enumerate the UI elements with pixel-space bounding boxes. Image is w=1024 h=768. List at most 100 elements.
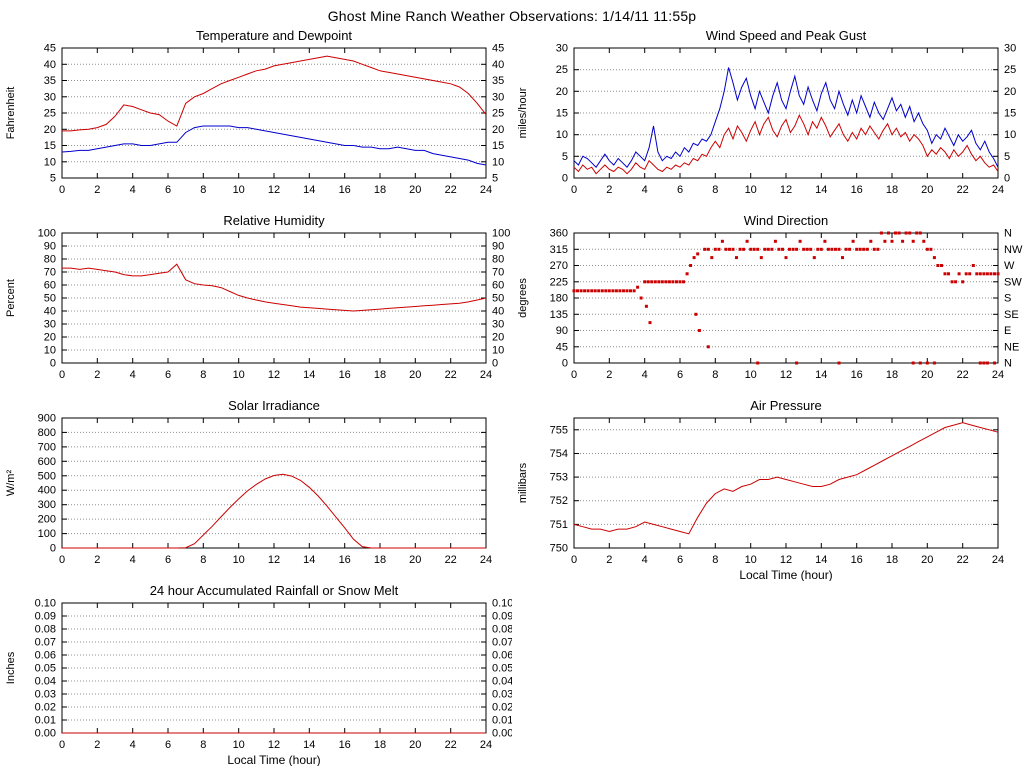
svg-text:22: 22: [445, 739, 457, 751]
svg-text:10: 10: [492, 345, 504, 357]
x-tick-labels: 0 2 4 6 8 10 12 14 16 18 20 22 24: [59, 554, 492, 566]
y-axis-label: miles/hour: [517, 87, 529, 138]
svg-text:90: 90: [492, 241, 504, 253]
svg-text:2: 2: [606, 184, 612, 196]
svg-text:80: 80: [44, 254, 56, 266]
svg-text:0: 0: [562, 173, 568, 185]
svg-text:10: 10: [745, 369, 757, 381]
svg-text:0.08: 0.08: [492, 624, 512, 636]
svg-text:0: 0: [59, 369, 65, 381]
svg-text:0: 0: [50, 543, 56, 555]
svg-text:0.00: 0.00: [492, 728, 512, 740]
svg-text:0.02: 0.02: [492, 702, 512, 714]
svg-text:40: 40: [492, 59, 504, 71]
svg-text:0: 0: [1004, 173, 1010, 185]
y-axis-label: millibars: [517, 462, 529, 503]
svg-text:15: 15: [1004, 108, 1016, 120]
svg-text:10: 10: [1004, 129, 1016, 141]
y-axis-label: W/m²: [5, 470, 17, 497]
svg-text:0.10: 0.10: [492, 598, 512, 610]
svg-text:NE: NE: [1004, 341, 1019, 353]
svg-text:14: 14: [815, 369, 827, 381]
svg-text:10: 10: [745, 184, 757, 196]
svg-text:16: 16: [851, 554, 863, 566]
gridlines: [62, 615, 486, 721]
y-axis-label: Fahrenheit: [5, 87, 17, 140]
svg-text:50: 50: [44, 293, 56, 305]
svg-text:0.05: 0.05: [35, 663, 56, 675]
svg-text:100: 100: [38, 228, 56, 240]
svg-text:2: 2: [94, 554, 100, 566]
svg-text:100: 100: [492, 228, 510, 240]
svg-text:6: 6: [677, 184, 683, 196]
svg-text:6: 6: [165, 739, 171, 751]
svg-text:20: 20: [409, 369, 421, 381]
svg-text:22: 22: [957, 554, 969, 566]
svg-text:10: 10: [492, 156, 504, 168]
svg-text:12: 12: [268, 369, 280, 381]
svg-text:20: 20: [492, 332, 504, 344]
svg-text:20: 20: [409, 554, 421, 566]
x-tick-labels: 0 2 4 6 8 10 12 14 16 18 20 22 24: [571, 184, 1004, 196]
svg-text:30: 30: [556, 43, 568, 55]
svg-text:0: 0: [571, 369, 577, 381]
chart-relative-humidity: Relative Humidity 0 2 4 6 8 10 12 14 16 18 20 22 24 0 1…: [0, 211, 512, 396]
svg-text:16: 16: [851, 369, 863, 381]
chart-title: Relative Humidity: [223, 213, 325, 228]
svg-text:12: 12: [780, 554, 792, 566]
svg-text:12: 12: [268, 184, 280, 196]
svg-text:20: 20: [409, 184, 421, 196]
svg-text:500: 500: [38, 470, 56, 482]
svg-text:30: 30: [492, 319, 504, 331]
svg-text:90: 90: [44, 241, 56, 253]
svg-text:4: 4: [130, 554, 136, 566]
svg-text:24: 24: [480, 184, 492, 196]
plot-frame: [61, 417, 487, 549]
svg-text:45: 45: [556, 341, 568, 353]
svg-text:180: 180: [550, 293, 568, 305]
svg-text:2: 2: [606, 369, 612, 381]
svg-text:18: 18: [886, 369, 898, 381]
svg-text:70: 70: [44, 267, 56, 279]
svg-text:8: 8: [200, 554, 206, 566]
axis-ticks: [61, 47, 487, 179]
svg-text:0: 0: [571, 554, 577, 566]
svg-text:0: 0: [59, 554, 65, 566]
svg-text:752: 752: [550, 495, 568, 507]
svg-text:12: 12: [268, 739, 280, 751]
svg-text:8: 8: [200, 739, 206, 751]
svg-text:25: 25: [492, 108, 504, 120]
svg-text:80: 80: [492, 254, 504, 266]
svg-text:14: 14: [815, 554, 827, 566]
svg-text:22: 22: [445, 369, 457, 381]
svg-text:30: 30: [44, 319, 56, 331]
svg-text:8: 8: [712, 554, 718, 566]
svg-text:0.03: 0.03: [35, 689, 56, 701]
svg-text:22: 22: [957, 184, 969, 196]
axis-ticks: [573, 418, 999, 549]
svg-text:14: 14: [303, 369, 315, 381]
svg-text:18: 18: [374, 184, 386, 196]
svg-text:18: 18: [374, 369, 386, 381]
axis-ticks: [573, 232, 999, 364]
plot-frame: [573, 417, 999, 549]
svg-text:30: 30: [492, 91, 504, 103]
svg-text:35: 35: [44, 75, 56, 87]
svg-text:0: 0: [571, 184, 577, 196]
svg-text:16: 16: [339, 369, 351, 381]
svg-text:20: 20: [921, 369, 933, 381]
svg-text:15: 15: [44, 140, 56, 152]
axis-ticks: [61, 232, 487, 364]
svg-text:10: 10: [233, 369, 245, 381]
svg-text:8: 8: [200, 369, 206, 381]
chart-air-pressure: Air Pressure 0 2 4 6 8 10 12 14 16 18 20 22 24 750 751 7…: [512, 396, 1024, 581]
svg-text:4: 4: [642, 554, 648, 566]
series-air-pressure: [573, 422, 999, 535]
chart-solar-irradiance: Solar Irradiance 0 2 4 6 8 10 12 14 16 18 20 22 24 0 10…: [0, 396, 512, 581]
svg-text:W: W: [1004, 260, 1015, 272]
svg-text:600: 600: [38, 456, 56, 468]
